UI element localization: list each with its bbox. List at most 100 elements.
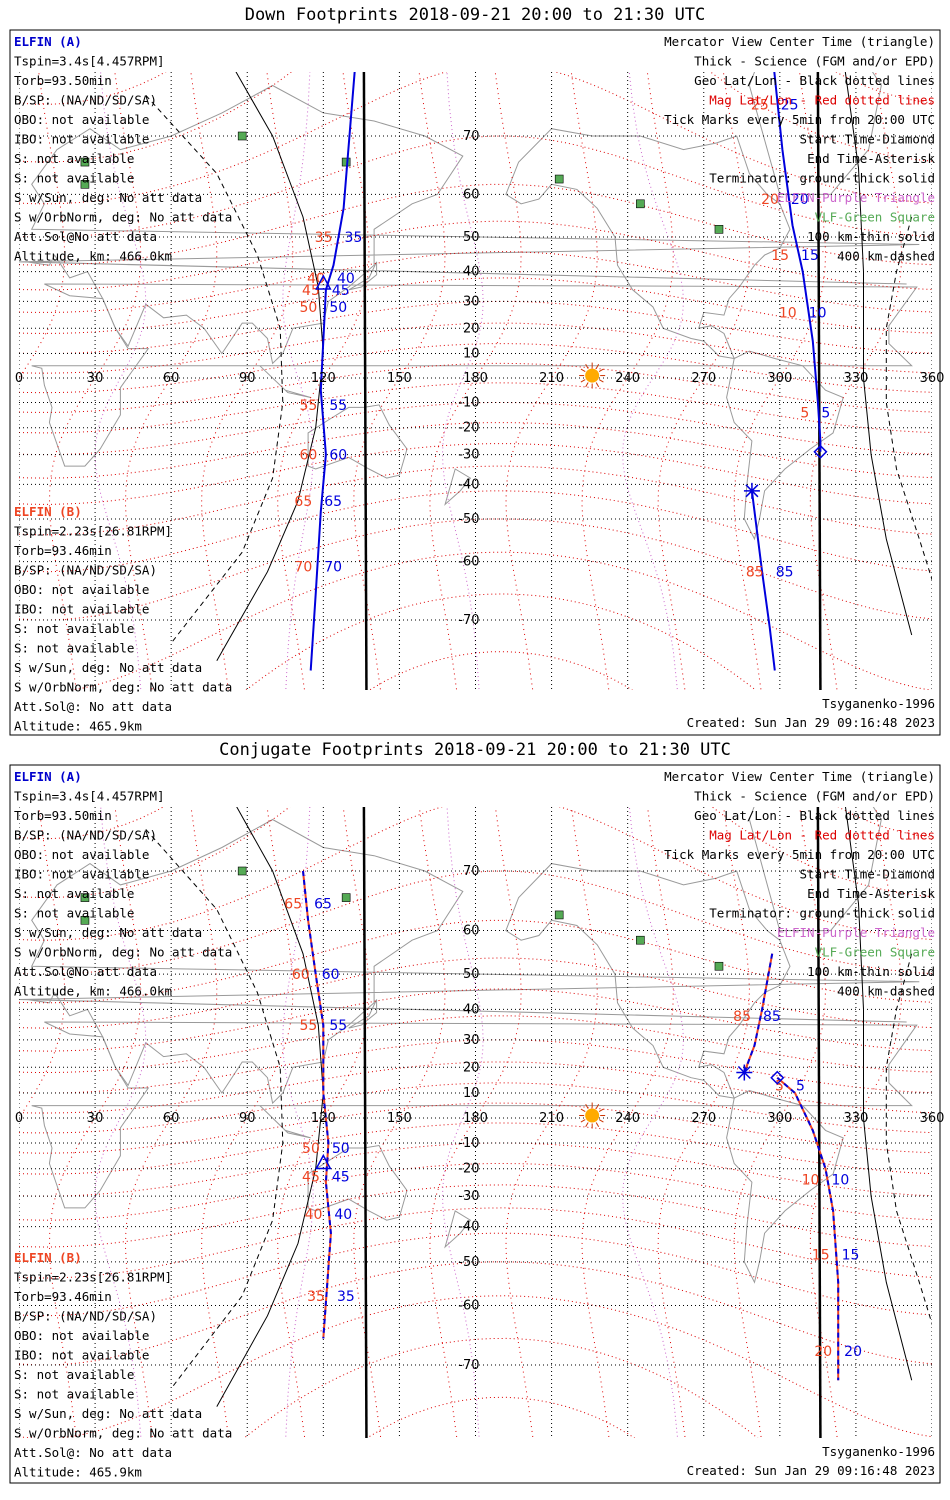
tick-label-red: 55 <box>300 398 318 414</box>
legend-left-b-line: B/SP: (NA/ND/SD/SA) <box>14 1309 157 1324</box>
legend-left-a-line: Altitude, km: 466.0km <box>14 984 172 999</box>
mag-lat-line <box>19 220 932 291</box>
lon-tick-label: 240 <box>615 371 640 386</box>
lat-tick-label: 50 <box>463 230 480 245</box>
lon-tick-label: 60 <box>163 1111 180 1126</box>
lon-tick-label: 90 <box>239 371 256 386</box>
legend-left-b-line: ELFIN (B) <box>14 504 82 519</box>
tick-label-blue: 70 <box>324 560 342 576</box>
lat-tick-label: 10 <box>463 347 480 362</box>
terminator-400km <box>145 94 284 644</box>
model-label: Tsyganenko-1996 <box>822 696 935 711</box>
tick-label-red: 5 <box>800 405 809 421</box>
lon-tick-label: 30 <box>87 371 104 386</box>
lon-tick-label: 360 <box>920 371 945 386</box>
legend-left-a-line: ELFIN (A) <box>14 769 82 784</box>
terminator-ground <box>362 807 368 1438</box>
legend-left-b-line: Tspin=2.23s[26.81RPM] <box>14 1270 172 1285</box>
tick-label-blue: 5 <box>796 1078 805 1094</box>
elfin-aux-line <box>282 72 314 690</box>
panel-title-conjugate: Conjugate Footprints 2018-09-21 20:00 to… <box>219 740 731 760</box>
lat-tick-label: -30 <box>458 448 479 463</box>
track-a-east-dash <box>776 1076 840 1381</box>
start-diamond <box>813 444 828 459</box>
legend-right-line: ELFIN-Purple Triangle <box>777 190 935 205</box>
legend-left-b-line: S: not available <box>14 641 134 656</box>
panel-title-down: Down Footprints 2018-09-21 20:00 to 21:3… <box>244 5 706 25</box>
legend-left-a-line: Tspin=3.4s[4.457RPM] <box>14 54 165 69</box>
legend-left-b-line: Torb=93.46min <box>14 1289 112 1304</box>
lat-tick-label: -70 <box>458 613 479 628</box>
continent-outline <box>259 1105 311 1139</box>
legend-right-line: VLF-Green Square <box>815 945 935 960</box>
vlf-site-marker <box>554 174 564 184</box>
continent-outline <box>748 807 882 932</box>
lon-tick-label: 0 <box>15 371 23 386</box>
legend-left-b-line: IBO: not available <box>14 602 149 617</box>
vlf-site-marker <box>341 893 351 902</box>
legend-left-b-line: Altitude: 465.9km <box>14 1465 142 1480</box>
continent-outline <box>726 350 844 541</box>
tick-label-red: 70 <box>294 560 312 576</box>
tick-label-blue: 45 <box>332 1170 350 1186</box>
lat-tick-label: 10 <box>463 1086 480 1101</box>
legend-left-b-line: S w/Sun, deg: No att data <box>14 1406 202 1421</box>
legend-left-a-line: B/SP: (NA/ND/SD/SA) <box>14 828 157 843</box>
created-label: Created: Sun Jan 29 09:16:48 2023 <box>687 1463 935 1478</box>
terminator-400km <box>145 829 284 1389</box>
legend-right-line: End Time-Asterisk <box>807 151 935 166</box>
legend-left-b-line: Att.Sol@: No att data <box>14 699 172 714</box>
legend-left-a-line: S w/OrbNorm, deg: No att data <box>14 945 232 960</box>
lat-tick-label: -40 <box>458 1220 479 1235</box>
tick-label-blue: 55 <box>329 398 347 414</box>
lat-tick-label: -20 <box>458 1162 479 1177</box>
legend-left-b-line: Altitude: 465.9km <box>14 719 142 734</box>
legend-left-a-line: IBO: not available <box>14 132 149 147</box>
legend-right-line: Start Time-Diamond <box>800 132 935 147</box>
lon-tick-label: 60 <box>163 371 180 386</box>
tick-label-blue: 5 <box>821 405 830 421</box>
continent-outline <box>31 1021 918 1209</box>
mag-lat-line <box>19 1122 932 1175</box>
tick-label-red: 15 <box>771 248 789 264</box>
mag-lat-line <box>19 72 932 205</box>
legend-right-line: End Time-Asterisk <box>807 886 935 901</box>
lat-tick-label: -50 <box>458 512 479 527</box>
lat-tick-label: -10 <box>458 1136 479 1151</box>
continent-outline <box>748 72 882 195</box>
tick-label-red: 55 <box>300 1018 318 1034</box>
legend-right-line: Thick - Science (FGM and/or EPD) <box>694 54 935 69</box>
continent-outline <box>307 1144 408 1221</box>
legend-left-a-line: B/SP: (NA/ND/SD/SA) <box>14 93 157 108</box>
legend-left-a-line: S w/Sun, deg: No att data <box>14 925 202 940</box>
legend-left-a-line: S: not available <box>14 151 134 166</box>
mag-lat-line <box>19 1061 932 1114</box>
tick-label-blue: 60 <box>329 448 347 464</box>
vlf-site-marker <box>80 916 90 925</box>
tick-label-red: 60 <box>300 448 318 464</box>
lat-tick-label: 60 <box>463 924 480 939</box>
legend-right-line: Mercator View Center Time (triangle) <box>664 34 935 49</box>
vlf-site-marker <box>80 157 90 167</box>
tick-label-blue: 45 <box>332 283 350 299</box>
continent-outline <box>505 128 791 360</box>
lat-tick-label: 40 <box>463 265 480 280</box>
tick-label-red: 85 <box>733 1009 751 1025</box>
legend-left-a-line: Att.Sol@No att data <box>14 229 157 244</box>
mag-lat-line <box>19 919 932 1004</box>
tick-label-blue: 55 <box>329 1018 347 1034</box>
created-label: Created: Sun Jan 29 09:16:48 2023 <box>687 715 935 730</box>
lon-tick-label: 180 <box>463 371 488 386</box>
end-asterisk <box>736 1064 753 1081</box>
lat-tick-label: 40 <box>463 1002 480 1017</box>
legend-right-line: 100 km-thin solid <box>807 229 935 244</box>
track-b <box>750 490 776 671</box>
mag-lat-line <box>19 422 932 479</box>
vlf-site-marker <box>237 131 247 141</box>
tick-label-blue: 20 <box>844 1344 862 1360</box>
tick-label-red: 40 <box>305 1207 323 1223</box>
mag-lat-line <box>19 343 932 394</box>
lon-tick-label: 240 <box>615 1111 640 1126</box>
lon-tick-label: 210 <box>539 1111 564 1126</box>
